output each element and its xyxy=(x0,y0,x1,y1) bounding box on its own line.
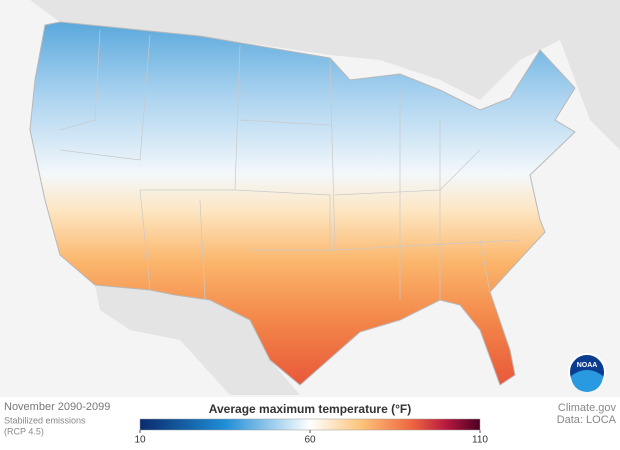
legend-title: Average maximum temperature (°F) xyxy=(209,402,411,416)
logo-wave xyxy=(571,370,603,392)
state-borders xyxy=(59,29,521,301)
noaa-logo: NOAA xyxy=(568,353,606,392)
tick-label: 60 xyxy=(304,435,316,446)
canada-land xyxy=(0,0,620,150)
color-bar xyxy=(139,418,481,431)
mexico-land xyxy=(95,285,300,395)
logo-text: NOAA xyxy=(577,362,598,369)
scenario-label: Stabilized emissions xyxy=(4,415,86,425)
tick-label: 110 xyxy=(472,435,488,446)
tick-label: 10 xyxy=(134,435,146,446)
conus-temperature xyxy=(29,21,576,386)
data-label: Data: LOCA xyxy=(557,414,617,426)
scenario-label: (RCP 4.5) xyxy=(4,426,44,436)
period-label: November 2090-2099 xyxy=(4,401,110,413)
source-label: Climate.gov xyxy=(558,402,617,414)
